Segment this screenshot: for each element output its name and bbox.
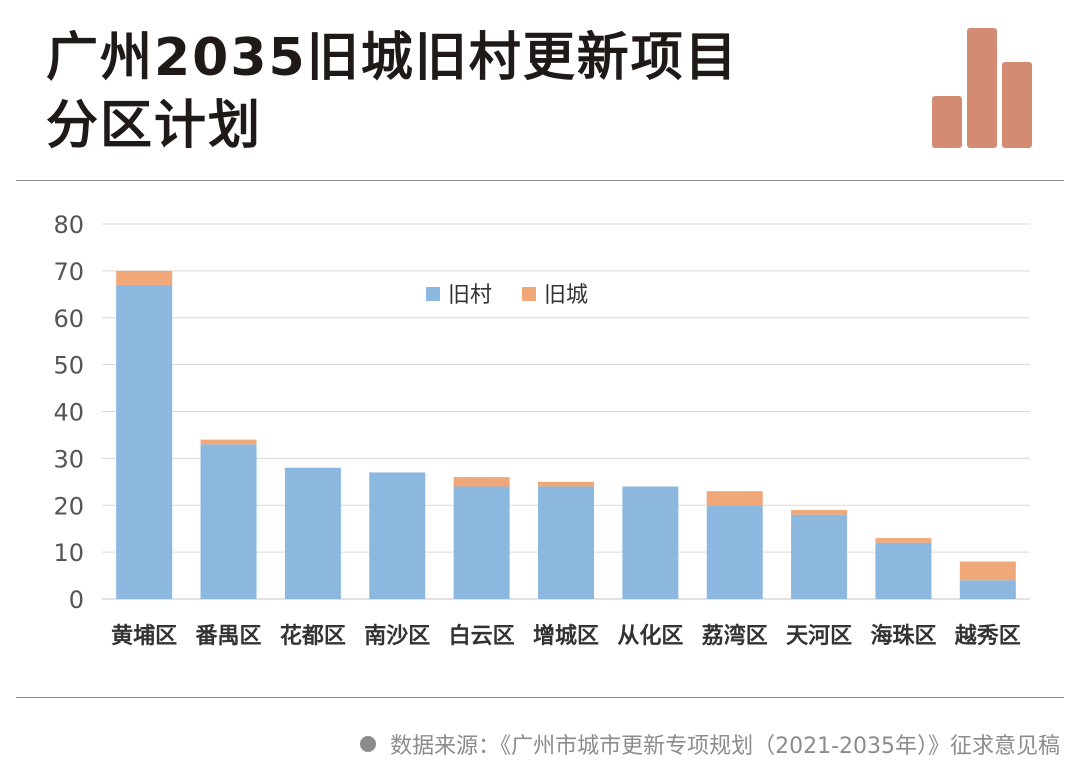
legend-swatch [522, 287, 536, 301]
bar-city [116, 270, 173, 285]
y-tick-label: 40 [53, 399, 84, 427]
bar-village [369, 472, 426, 599]
bar-village [116, 284, 173, 599]
bar-village [200, 444, 257, 599]
header-divider [16, 180, 1064, 181]
y-tick-label: 10 [53, 539, 84, 567]
legend-swatch [426, 287, 440, 301]
bar-village [538, 486, 594, 599]
y-tick-label: 20 [53, 492, 84, 520]
page-title: 广州2035旧城旧村更新项目 分区计划 [46, 24, 866, 160]
bar-village [622, 486, 679, 599]
legend-label: 旧村 [448, 283, 492, 308]
bar-village [453, 486, 510, 599]
bar-city [453, 477, 510, 487]
y-tick-label: 0 [69, 586, 84, 614]
y-tick-label: 60 [53, 305, 84, 333]
y-tick-label: 50 [53, 352, 84, 380]
logo-bar-2 [967, 28, 997, 148]
x-tick-label: 花都区 [280, 623, 346, 649]
bullet-icon [360, 736, 377, 752]
title-line-2: 分区计划 [46, 96, 263, 156]
x-tick-label: 海珠区 [870, 623, 936, 649]
bar-village [959, 580, 1016, 599]
x-tick-label: 天河区 [786, 624, 852, 649]
logo-bar-3 [1002, 62, 1032, 148]
x-tick-label: 白云区 [449, 623, 515, 649]
bar-city [706, 491, 763, 506]
y-tick-label: 80 [53, 211, 84, 239]
bar-city [538, 481, 594, 487]
bar-village [791, 514, 848, 599]
bar-city [959, 561, 1016, 581]
bar-city [791, 509, 848, 515]
x-tick-label: 增城区 [533, 623, 599, 649]
footer-divider [16, 697, 1064, 698]
x-tick-label: 荔湾区 [702, 623, 768, 649]
bar-city [875, 538, 932, 543]
x-tick-label: 南沙区 [364, 624, 430, 649]
source-text: 数据来源：《广州市城市更新专项规划（2021-2035年）》征求意见稿 [390, 734, 1060, 759]
x-tick-label: 越秀区 [954, 624, 1021, 649]
x-tick-label: 黄埔区 [111, 623, 177, 649]
legend-label: 旧城 [544, 283, 588, 308]
bar-village [875, 542, 932, 599]
bar-city [200, 439, 257, 445]
logo-bar-1 [932, 96, 962, 148]
y-tick-label: 70 [53, 258, 84, 286]
stacked-bar-chart: 0 10 20 30 40 50 60 70 80 黄埔区 番禺区 花都区 南沙区 白云区 增城区 从化区 荔湾… [53, 211, 1030, 649]
y-tick-label: 30 [53, 445, 84, 473]
x-tick-label: 番禺区 [195, 624, 262, 649]
source-note: 数据来源：《广州市城市更新专项规划（2021-2035年）》征求意见稿 [360, 728, 1060, 760]
bar-chart-logo-icon [932, 28, 1032, 148]
title-line-1: 广州2035旧城旧村更新项目 [46, 28, 739, 88]
bar-village [706, 505, 763, 599]
bar-village [284, 467, 341, 599]
x-tick-label: 从化区 [617, 623, 683, 649]
